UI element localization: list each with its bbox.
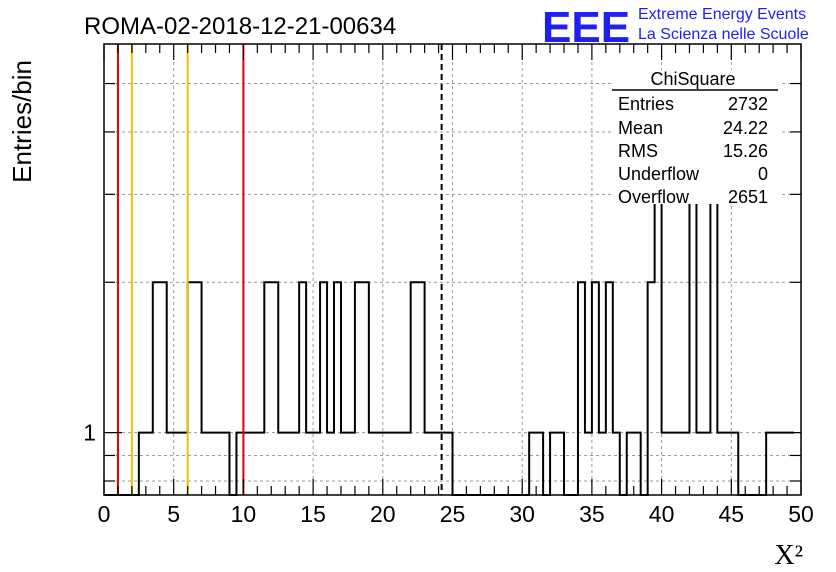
histogram-bars	[104, 193, 795, 496]
stats-value-underflow: 0	[758, 164, 768, 184]
logo-line-1: Extreme Energy Events	[638, 6, 806, 23]
stats-title: ChiSquare	[650, 69, 735, 89]
chart-title: ROMA-02-2018-12-21-00634	[84, 13, 396, 40]
x-tick-label: 30	[509, 501, 535, 527]
eee-logo: EEE Extreme Energy Events La Scienza nel…	[542, 3, 809, 52]
x-tick-label: 20	[370, 501, 396, 527]
logo-line-2: La Scienza nelle Scuole	[638, 26, 809, 43]
stats-value-overflow: 2651	[728, 187, 768, 207]
x-tick-label: 45	[719, 501, 745, 527]
x-tick-label: 25	[440, 501, 466, 527]
stats-value-mean: 24.22	[723, 118, 768, 138]
x-axis-label: X²	[774, 540, 803, 571]
stats-label-rms: RMS	[618, 141, 658, 161]
stats-label-underflow: Underflow	[618, 164, 700, 184]
stats-label-mean: Mean	[618, 118, 663, 138]
x-tick-label: 15	[300, 501, 326, 527]
x-tick-label: 50	[788, 501, 814, 527]
stats-label-entries: Entries	[618, 94, 674, 114]
tick-labels: 0 5 10 15 20 25 30 35 40 45 50 1	[83, 420, 814, 527]
y-tick-label: 1	[83, 420, 96, 446]
stats-value-entries: 2732	[728, 94, 768, 114]
reference-lines	[116, 44, 443, 495]
stats-box: ChiSquare Entries 2732 Mean 24.22 RMS 15…	[612, 69, 780, 207]
x-tick-label: 5	[167, 501, 180, 527]
x-tick-label: 40	[649, 501, 675, 527]
histogram-outline	[104, 193, 795, 496]
stats-box-background	[612, 70, 780, 204]
x-tick-label: 0	[98, 501, 111, 527]
y-axis-label: Entries/bin	[7, 60, 37, 183]
stats-label-overflow: Overflow	[618, 187, 690, 207]
stats-value-rms: 15.26	[723, 141, 768, 161]
x-tick-label: 35	[579, 501, 605, 527]
axes	[103, 43, 802, 496]
x-tick-label: 10	[231, 501, 257, 527]
